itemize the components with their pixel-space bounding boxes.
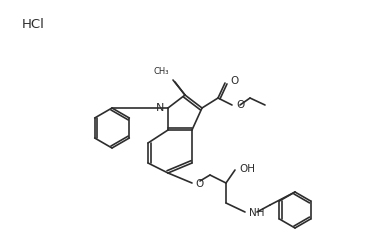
Text: OH: OH xyxy=(239,164,255,174)
Text: HCl: HCl xyxy=(22,18,45,31)
Text: NH: NH xyxy=(249,208,265,218)
Text: CH₃: CH₃ xyxy=(154,67,169,76)
Text: N: N xyxy=(156,103,164,113)
Text: O: O xyxy=(236,100,244,110)
Text: O: O xyxy=(195,179,203,189)
Text: O: O xyxy=(230,76,238,86)
